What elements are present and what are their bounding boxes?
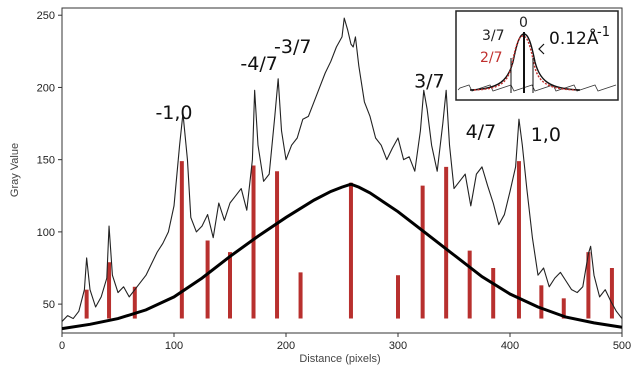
x-tick-label: 0 (59, 340, 65, 352)
inset-label-exponent: -1 (597, 25, 610, 40)
inset-label-2-7: 2/7 (480, 50, 503, 66)
y-tick-label: 200 (37, 82, 55, 94)
x-axis: 0 100 200 300 400 500 (59, 333, 631, 352)
peak-label: 4/7 (466, 121, 497, 143)
inset-frame (455, 10, 619, 101)
inset-arrow (538, 43, 545, 55)
y-tick-label: 250 (37, 10, 55, 22)
series-line (61, 17, 623, 322)
x-tick-label: 500 (613, 340, 631, 352)
y-tick-label: 150 (37, 155, 55, 167)
inset-label-3-7: 3/7 (482, 28, 505, 44)
peak-label: 3/7 (414, 70, 445, 92)
x-axis-title: Distance (pixels) (299, 353, 380, 365)
y-axis-title: Gray Value (9, 143, 21, 197)
inset-label-0: 0 (519, 15, 528, 31)
peak-label: -3/7 (274, 36, 311, 58)
fit-curve (61, 182, 623, 331)
inset-red-curve (473, 35, 577, 91)
peak-label-group: -1,0 -4/7-3/7 3/7 4/7 1,0 (155, 36, 560, 146)
y-axis: 50 100 150 200 250 (37, 10, 62, 311)
inset-noise-line (457, 84, 617, 92)
peak-label: 1,0 (531, 124, 561, 146)
peak-label: -4/7 (240, 53, 277, 75)
y-tick-label: 50 (43, 299, 55, 311)
x-tick-label: 400 (501, 340, 519, 352)
x-tick-label: 200 (277, 340, 295, 352)
x-tick-label: 100 (165, 340, 183, 352)
inset-label-value: 0.12Å (549, 27, 599, 49)
y-tick-label: 100 (37, 227, 55, 239)
inset-panel: 3/7 2/7 0 0.12Å -1 (455, 10, 619, 101)
x-tick-label: 300 (389, 340, 407, 352)
peak-label: -1,0 (155, 102, 192, 124)
